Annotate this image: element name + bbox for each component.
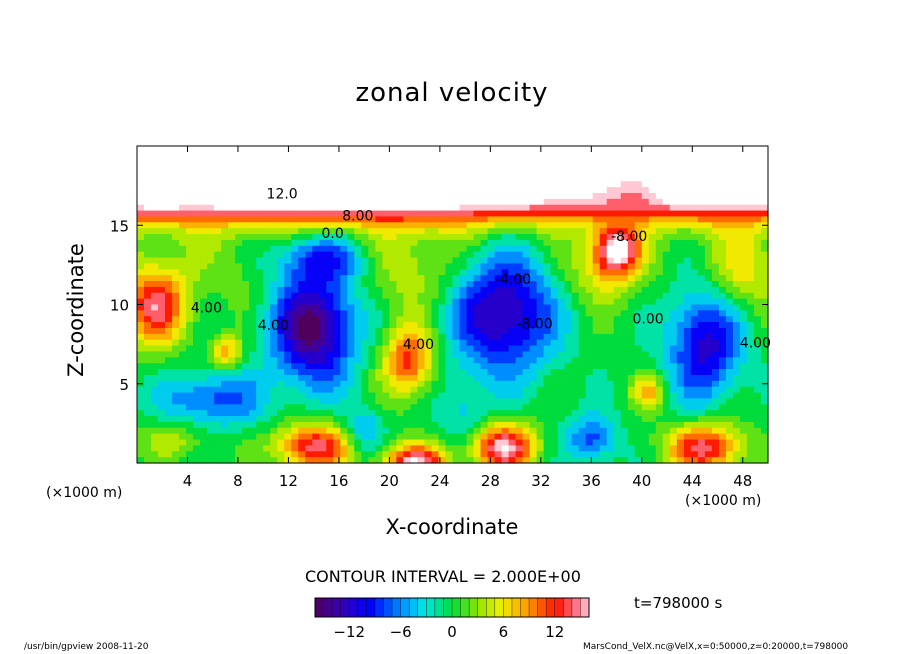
colorbar bbox=[315, 598, 590, 617]
x-tick-label: 48 bbox=[733, 472, 752, 490]
colorbar-cell bbox=[469, 598, 478, 617]
colorbar-tick-label: 12 bbox=[545, 623, 564, 641]
colorbar-cell bbox=[452, 598, 461, 617]
colorbar-tick-label: −12 bbox=[333, 623, 365, 641]
contour-label: 4.00 bbox=[258, 318, 289, 334]
colorbar-cell bbox=[332, 598, 341, 617]
colorbar-cell bbox=[409, 598, 419, 617]
x-tick-label: 4 bbox=[183, 472, 193, 490]
colorbar-tick-label: 6 bbox=[499, 623, 509, 641]
colorbar-cell bbox=[349, 598, 359, 617]
colorbar-cell bbox=[323, 598, 333, 617]
x-tick-label: 8 bbox=[233, 472, 243, 490]
colorbar-cell bbox=[340, 598, 350, 617]
colorbar-cell bbox=[434, 598, 444, 617]
colorbar-cell bbox=[546, 598, 556, 617]
x-tick-label: 16 bbox=[329, 472, 348, 490]
colorbar-cell bbox=[520, 598, 530, 617]
colorbar-cell bbox=[460, 598, 470, 617]
velocity-field bbox=[137, 146, 769, 464]
colorbar-frame bbox=[314, 597, 590, 618]
colorbar-cell bbox=[580, 598, 590, 617]
y-tick-label: 15 bbox=[110, 217, 129, 235]
contour-label: -4.00 bbox=[495, 272, 531, 288]
x-unit-label-left: (×1000 m) bbox=[46, 485, 123, 501]
x-tick-label: 20 bbox=[380, 472, 399, 490]
contour-label: 4.00 bbox=[191, 300, 222, 316]
y-tick-label: 10 bbox=[110, 297, 129, 315]
contour-label: 8.00 bbox=[342, 208, 373, 224]
colorbar-cell bbox=[477, 598, 487, 617]
contour-label: -8.00 bbox=[611, 229, 647, 245]
footer-right: MarsCond_VelX.nc@VelX,x=0:50000,z=0:2000… bbox=[583, 642, 849, 652]
colorbar-cell bbox=[357, 598, 367, 617]
colorbar-cell bbox=[486, 598, 496, 617]
colorbar-cell bbox=[315, 598, 324, 617]
colorbar-cell bbox=[511, 598, 521, 617]
colorbar-cell bbox=[563, 598, 573, 617]
contour-label: -8.00 bbox=[516, 316, 552, 332]
colorbar-cell bbox=[554, 598, 564, 617]
colorbar-cell bbox=[366, 598, 376, 617]
colorbar-cell bbox=[374, 598, 384, 617]
contour-label: 12.0 bbox=[267, 186, 298, 202]
x-tick-label: 24 bbox=[430, 472, 449, 490]
contour-label: 0.00 bbox=[633, 312, 664, 328]
x-axis-label: X-coordinate bbox=[385, 515, 519, 539]
y-axis-label: Z-coordinate bbox=[64, 243, 88, 377]
chart-title: zonal velocity bbox=[355, 78, 549, 108]
colorbar-cell bbox=[529, 598, 538, 617]
contour-label: 0.0 bbox=[321, 226, 343, 242]
x-tick-label: 28 bbox=[481, 472, 500, 490]
colorbar-cell bbox=[426, 598, 436, 617]
x-tick-label: 44 bbox=[683, 472, 702, 490]
contour-interval-label: CONTOUR INTERVAL = 2.000E+00 bbox=[305, 567, 581, 586]
colorbar-cell bbox=[537, 598, 547, 617]
x-tick-label: 12 bbox=[279, 472, 298, 490]
colorbar-cell bbox=[417, 598, 427, 617]
colorbar-cell bbox=[494, 598, 504, 617]
x-tick-label: 32 bbox=[531, 472, 550, 490]
x-unit-label-right: (×1000 m) bbox=[685, 493, 762, 509]
x-tick-label: 36 bbox=[582, 472, 601, 490]
colorbar-cell bbox=[571, 598, 581, 617]
y-tick-label: 5 bbox=[119, 376, 129, 394]
contour-label: 4.00 bbox=[403, 337, 434, 353]
x-tick-label: 40 bbox=[632, 472, 651, 490]
colorbar-cell bbox=[383, 598, 393, 617]
time-label: t=798000 s bbox=[634, 594, 723, 612]
colorbar-cell bbox=[400, 598, 410, 617]
colorbar-tick-label: −6 bbox=[390, 623, 412, 641]
footer-left: /usr/bin/gpview 2008-11-20 bbox=[24, 642, 149, 652]
colorbar-cell bbox=[392, 598, 401, 617]
colorbar-cell bbox=[503, 598, 513, 617]
colorbar-tick-label: 0 bbox=[447, 623, 457, 641]
contour-label: 4.00 bbox=[740, 335, 771, 351]
colorbar-cell bbox=[443, 598, 453, 617]
